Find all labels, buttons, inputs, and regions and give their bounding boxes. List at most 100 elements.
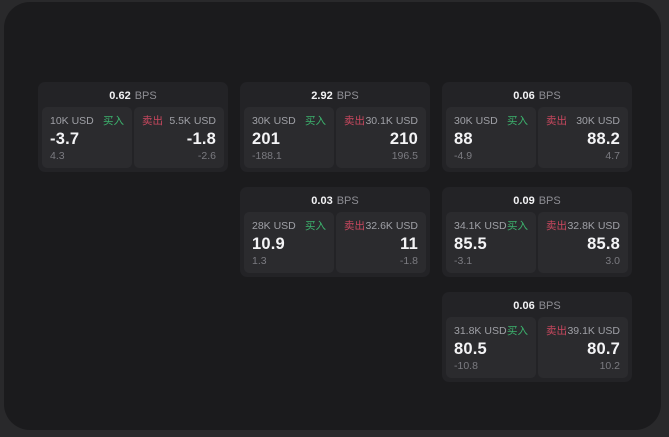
sell-panel[interactable]: 卖出 5.5K USD -1.8 -2.6 (134, 107, 224, 168)
buy-delta: 4.3 (50, 150, 65, 162)
quote-body: 10K USD 买入 -3.7 4.3 卖出 5.5K USD -1.8 -2.… (38, 107, 228, 172)
buy-amount: 31.8K USD (454, 325, 507, 337)
quote-card-5: 0.09 BPS 34.1K USD 买入 85.5 -3.1 卖出 32.8K… (442, 187, 632, 277)
sell-amount: 32.6K USD (365, 220, 418, 232)
bps-value: 0.62 (109, 89, 131, 102)
sell-panel[interactable]: 卖出 30K USD 88.2 4.7 (538, 107, 628, 168)
bps-suffix: BPS (538, 89, 561, 102)
buy-label: 买入 (507, 115, 528, 127)
buy-panel-top: 10K USD 买入 (50, 115, 124, 127)
buy-price: 88 (454, 130, 473, 148)
buy-label: 买入 (103, 115, 124, 127)
sell-panel[interactable]: 卖出 30.1K USD 210 196.5 (336, 107, 426, 168)
buy-price: 80.5 (454, 340, 487, 358)
buy-panel[interactable]: 31.8K USD 买入 80.5 -10.8 (446, 317, 536, 378)
bps-value: 0.06 (513, 299, 535, 312)
buy-price: -3.7 (50, 130, 80, 148)
bps-suffix: BPS (538, 299, 561, 312)
buy-panel[interactable]: 30K USD 买入 201 -188.1 (244, 107, 334, 168)
sell-delta: 196.5 (391, 150, 418, 162)
buy-label: 买入 (507, 220, 528, 232)
quote-body: 31.8K USD 买入 80.5 -10.8 卖出 39.1K USD 80.… (442, 317, 632, 382)
sell-delta: 3.0 (605, 255, 620, 267)
sell-delta: 10.2 (599, 360, 620, 372)
bps-header: 2.92 BPS (240, 82, 430, 107)
bps-suffix: BPS (336, 89, 359, 102)
sell-label: 卖出 (142, 115, 163, 127)
buy-panel-top: 30K USD 买入 (454, 115, 528, 127)
sell-price: -1.8 (186, 130, 216, 148)
sell-label: 卖出 (344, 115, 365, 127)
sell-panel-top: 卖出 30.1K USD (344, 115, 418, 127)
sell-panel[interactable]: 卖出 39.1K USD 80.7 10.2 (538, 317, 628, 378)
sell-delta: 4.7 (605, 150, 620, 162)
sell-delta: -1.8 (399, 255, 418, 267)
sell-panel[interactable]: 卖出 32.6K USD 11 -1.8 (336, 212, 426, 273)
buy-label: 买入 (305, 115, 326, 127)
sell-label: 卖出 (546, 325, 567, 337)
bps-header: 0.06 BPS (442, 292, 632, 317)
buy-delta: -4.9 (454, 150, 473, 162)
buy-panel-top: 34.1K USD 买入 (454, 220, 528, 232)
quote-card-4: 0.03 BPS 28K USD 买入 10.9 1.3 卖出 32.6K US… (240, 187, 430, 277)
sell-panel-top: 卖出 32.6K USD (344, 220, 418, 232)
bps-value: 0.09 (513, 194, 535, 207)
sell-amount: 5.5K USD (169, 115, 216, 127)
bps-suffix: BPS (538, 194, 561, 207)
bps-header: 0.09 BPS (442, 187, 632, 212)
quote-body: 34.1K USD 买入 85.5 -3.1 卖出 32.8K USD 85.8… (442, 212, 632, 277)
sell-panel-top: 卖出 39.1K USD (546, 325, 620, 337)
bps-header: 0.06 BPS (442, 82, 632, 107)
bps-value: 2.92 (311, 89, 333, 102)
buy-amount: 10K USD (50, 115, 94, 127)
bps-header: 0.03 BPS (240, 187, 430, 212)
buy-delta: -3.1 (454, 255, 473, 267)
buy-panel-top: 30K USD 买入 (252, 115, 326, 127)
buy-label: 买入 (305, 220, 326, 232)
sell-label: 卖出 (546, 220, 567, 232)
buy-delta: 1.3 (252, 255, 267, 267)
quote-body: 30K USD 买入 201 -188.1 卖出 30.1K USD 210 1… (240, 107, 430, 172)
quote-card-2: 2.92 BPS 30K USD 买入 201 -188.1 卖出 30.1K … (240, 82, 430, 172)
sell-amount: 32.8K USD (567, 220, 620, 232)
sell-amount: 30K USD (576, 115, 620, 127)
sell-delta: -2.6 (197, 150, 216, 162)
sell-amount: 39.1K USD (567, 325, 620, 337)
sell-amount: 30.1K USD (365, 115, 418, 127)
buy-panel[interactable]: 34.1K USD 买入 85.5 -3.1 (446, 212, 536, 273)
sell-price: 80.7 (587, 340, 620, 358)
buy-panel-top: 31.8K USD 买入 (454, 325, 528, 337)
quote-card-1: 0.62 BPS 10K USD 买入 -3.7 4.3 卖出 5.5K USD… (38, 82, 228, 172)
sell-label: 卖出 (344, 220, 365, 232)
quote-card-3: 0.06 BPS 30K USD 买入 88 -4.9 卖出 30K USD 8… (442, 82, 632, 172)
buy-delta: -10.8 (454, 360, 478, 372)
buy-panel[interactable]: 10K USD 买入 -3.7 4.3 (42, 107, 132, 168)
buy-panel-top: 28K USD 买入 (252, 220, 326, 232)
buy-price: 201 (252, 130, 281, 148)
sell-price: 210 (389, 130, 418, 148)
sell-panel-top: 卖出 30K USD (546, 115, 620, 127)
bps-header: 0.62 BPS (38, 82, 228, 107)
buy-label: 买入 (507, 325, 528, 337)
quote-body: 30K USD 买入 88 -4.9 卖出 30K USD 88.2 4.7 (442, 107, 632, 172)
sell-panel-top: 卖出 32.8K USD (546, 220, 620, 232)
buy-panel[interactable]: 28K USD 买入 10.9 1.3 (244, 212, 334, 273)
buy-delta: -188.1 (252, 150, 282, 162)
bps-value: 0.06 (513, 89, 535, 102)
buy-amount: 28K USD (252, 220, 296, 232)
sell-price: 11 (400, 235, 418, 253)
sell-price: 85.8 (587, 235, 620, 253)
bps-value: 0.03 (311, 194, 333, 207)
sell-panel[interactable]: 卖出 32.8K USD 85.8 3.0 (538, 212, 628, 273)
buy-amount: 30K USD (454, 115, 498, 127)
buy-amount: 34.1K USD (454, 220, 507, 232)
quote-body: 28K USD 买入 10.9 1.3 卖出 32.6K USD 11 -1.8 (240, 212, 430, 277)
buy-panel[interactable]: 30K USD 买入 88 -4.9 (446, 107, 536, 168)
buy-price: 10.9 (252, 235, 285, 253)
bps-suffix: BPS (134, 89, 157, 102)
buy-amount: 30K USD (252, 115, 296, 127)
sell-label: 卖出 (546, 115, 567, 127)
sell-price: 88.2 (587, 130, 620, 148)
sell-panel-top: 卖出 5.5K USD (142, 115, 216, 127)
